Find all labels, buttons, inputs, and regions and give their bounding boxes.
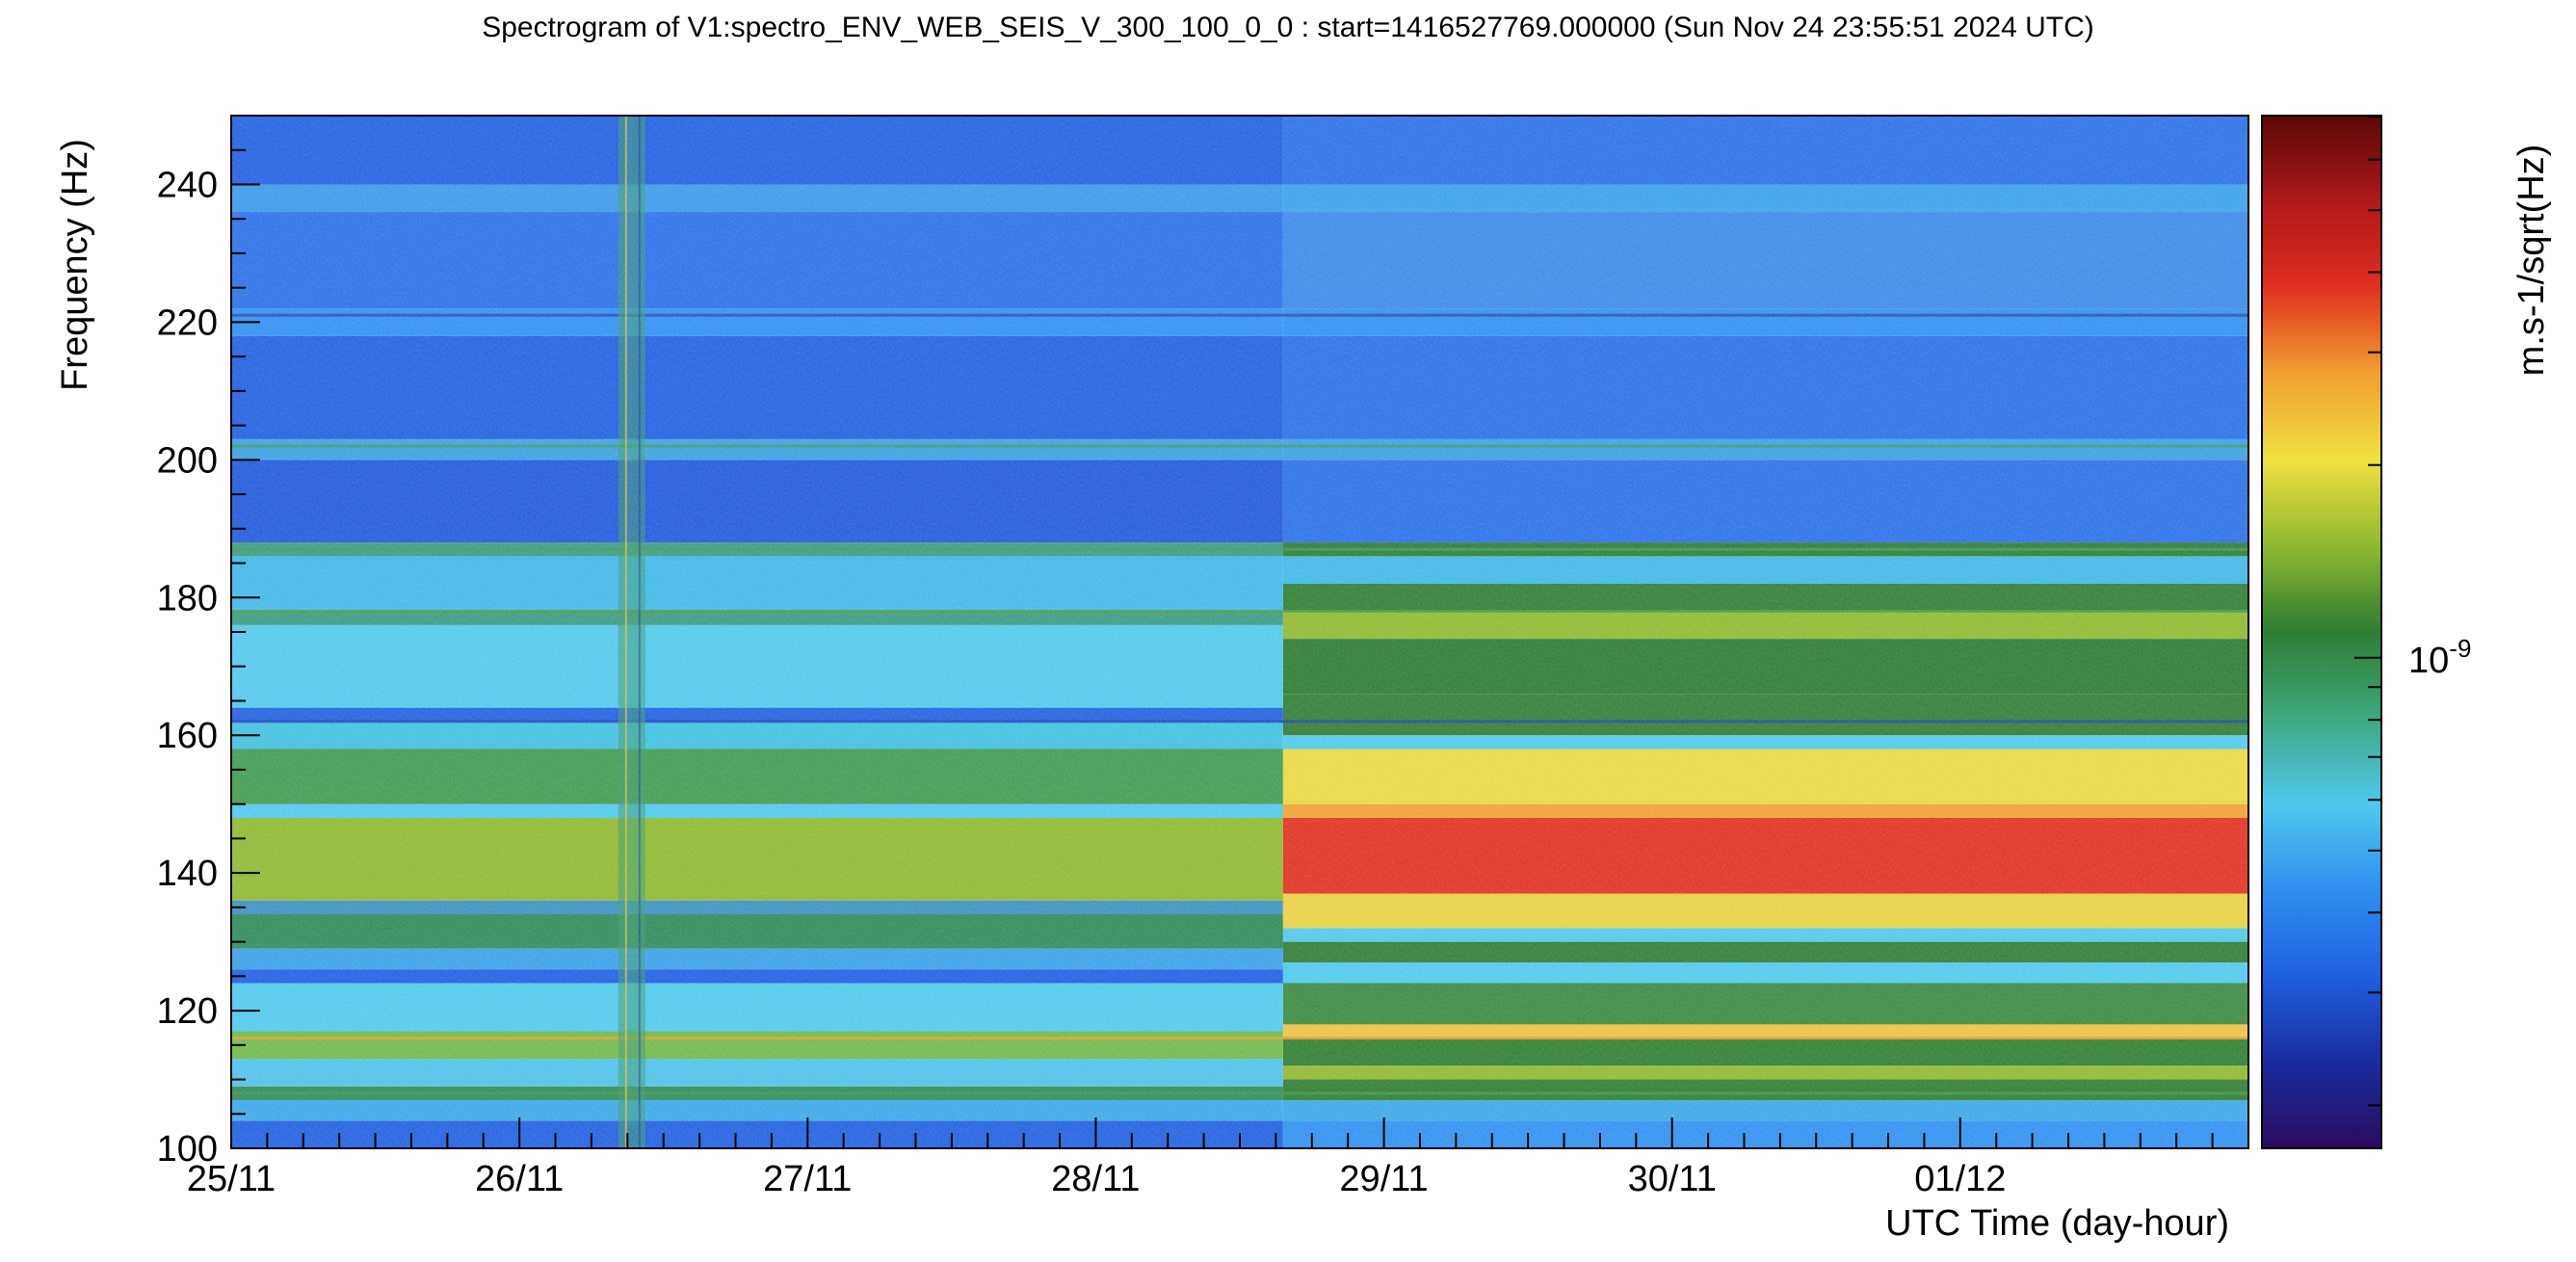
x-axis-label: UTC Time (day-hour) [1885, 1203, 2229, 1244]
x-tick-label: 27/11 [763, 1159, 852, 1199]
x-tick-label: 30/11 [1628, 1159, 1717, 1199]
y-tick-label: 120 [157, 991, 218, 1032]
x-tick-label: 26/11 [475, 1159, 564, 1199]
y-tick-label: 140 [157, 854, 218, 894]
x-tick-label: 29/11 [1339, 1159, 1428, 1199]
y-tick-label: 240 [157, 165, 218, 205]
plot-area [231, 116, 2248, 1148]
y-axis-label: Frequency (Hz) [55, 139, 95, 391]
y-tick-label: 160 [157, 716, 218, 756]
colorbar-ticks [2354, 116, 2381, 1107]
x-tick-label: 25/11 [187, 1159, 276, 1199]
x-tick-label: 28/11 [1051, 1159, 1140, 1199]
y-axis: 100 120 140 160 180 200 220 240 [157, 115, 260, 1170]
chart-title: Spectrogram of V1:spectro_ENV_WEB_SEIS_V… [482, 12, 2094, 43]
colorbar-label: m.s-1/sqrt(Hz) [2511, 145, 2552, 377]
colorbar-tick-label: 10-9 [2408, 634, 2471, 681]
x-axis: 25/11 26/11 27/11 28/11 29/11 30/11 01/12 [187, 1117, 2249, 1199]
y-tick-label: 180 [157, 578, 218, 618]
y-tick-label: 200 [157, 440, 218, 481]
x-tick-label: 01/12 [1914, 1159, 2006, 1199]
colorbar [2261, 115, 2382, 1149]
y-tick-label: 100 [157, 1129, 218, 1170]
y-tick-label: 220 [157, 302, 218, 343]
noise-texture [231, 116, 2248, 1148]
